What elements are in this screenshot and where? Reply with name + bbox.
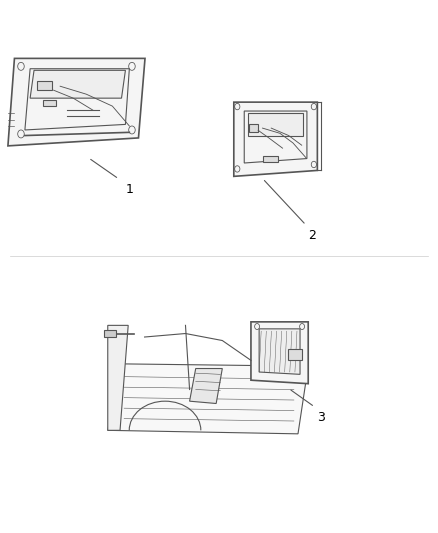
Bar (262, 156, 278, 161)
Polygon shape (251, 322, 308, 384)
Bar (250, 124, 258, 132)
Polygon shape (30, 70, 125, 98)
Polygon shape (108, 325, 128, 430)
Text: 1: 1 (125, 183, 133, 196)
Polygon shape (248, 114, 304, 135)
Text: 2: 2 (308, 229, 316, 243)
Polygon shape (8, 59, 145, 146)
Polygon shape (234, 102, 318, 176)
Bar (288, 349, 302, 360)
Bar (104, 330, 116, 337)
Text: 3: 3 (317, 411, 325, 424)
Bar (37, 80, 52, 90)
Polygon shape (190, 368, 223, 403)
Polygon shape (259, 329, 300, 374)
Bar (43, 100, 56, 106)
Polygon shape (108, 364, 308, 434)
